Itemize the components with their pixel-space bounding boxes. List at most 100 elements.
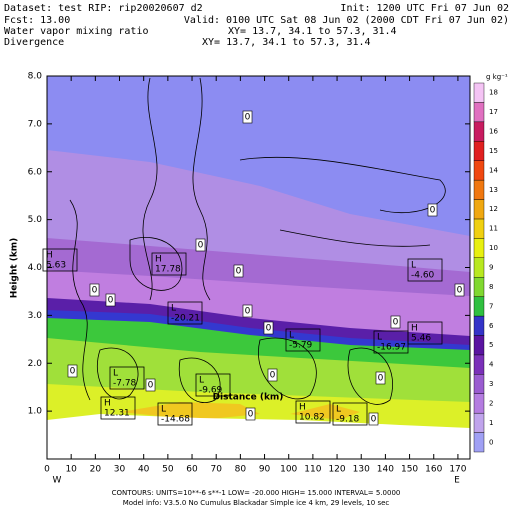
colorbar-box xyxy=(473,374,485,394)
contour-line xyxy=(279,229,431,247)
contour-line xyxy=(258,337,317,400)
colorbar-box xyxy=(473,257,485,278)
contour-line xyxy=(178,357,221,403)
extremum-box xyxy=(157,402,193,426)
contour-label-box xyxy=(263,321,274,335)
x-tick-label: 70 xyxy=(210,465,222,475)
contour-label: 0 xyxy=(393,318,399,328)
colorbar-label: 5 xyxy=(489,341,493,349)
contour-label: 0 xyxy=(371,415,377,425)
extremum-value: 12.31 xyxy=(104,409,130,419)
field-band xyxy=(290,404,360,420)
contour-lines xyxy=(69,77,446,405)
contour-label-box xyxy=(233,264,244,278)
colorbar-box xyxy=(473,160,485,181)
x-tick-label: 30 xyxy=(114,465,126,475)
extremum-box xyxy=(42,248,78,272)
colorbar-label: 3 xyxy=(489,380,493,388)
extremum-box xyxy=(109,366,145,390)
colorbar-box xyxy=(473,179,485,200)
colorbar-label: 18 xyxy=(489,89,498,97)
contour-label-box xyxy=(267,368,278,382)
contour-label: 0 xyxy=(70,367,76,377)
y-axis-label: Height (km) xyxy=(10,238,20,299)
y-tick-label: 8.0 xyxy=(28,72,43,82)
x-tick-label: 170 xyxy=(449,465,466,475)
header-xy: XY= 13.7, 34.1 to 57.3, 31.4 xyxy=(202,37,371,48)
extremum-value: -7.78 xyxy=(113,379,137,389)
extremum-value: -20.21 xyxy=(171,314,200,324)
header-fcst: Fcst: 13.00 xyxy=(4,15,70,26)
extremum-kind: H xyxy=(411,324,418,334)
contour-label: 0 xyxy=(198,241,204,251)
x-tick-label: 50 xyxy=(162,465,174,475)
x-tick-label: 20 xyxy=(90,465,102,475)
extremum-value: -14.68 xyxy=(161,415,190,425)
contour-label: 0 xyxy=(245,307,251,317)
extremum-box xyxy=(332,402,368,426)
x-tick-label: 120 xyxy=(328,465,345,475)
colorbar-box xyxy=(473,277,485,297)
contour-label: 0 xyxy=(148,381,154,391)
extremum-value: 17.78 xyxy=(155,265,181,275)
colorbar-box xyxy=(473,335,485,356)
header-xy: XY= 13.7, 34.1 to 57.3, 31.4 xyxy=(228,26,397,37)
colorbar-box xyxy=(473,238,485,258)
y-tick-label: 3.0 xyxy=(28,311,43,321)
x-tick-label: 60 xyxy=(186,465,198,475)
contour-label-box xyxy=(242,304,253,318)
colorbar-label: 6 xyxy=(489,322,494,330)
extremum-kind: L xyxy=(113,369,118,379)
extremum-kind: L xyxy=(161,405,166,415)
contour-label-box xyxy=(375,371,386,385)
colorbar-box xyxy=(473,218,485,239)
y-tick-label: 4.0 xyxy=(28,263,43,273)
x-tick-label: 140 xyxy=(377,465,394,475)
extremum-value: -9.69 xyxy=(199,386,223,396)
x-tick-label: 110 xyxy=(304,465,321,475)
colorbar-box xyxy=(473,296,485,317)
header-valid: Valid: 0100 UTC Sat 08 Jun 02 (2000 CDT … xyxy=(184,15,509,26)
colorbar-label: 4 xyxy=(489,361,494,369)
colorbar-label: 9 xyxy=(489,264,493,272)
extremum-value: 5.63 xyxy=(46,261,66,271)
colorbar-box xyxy=(473,412,485,433)
x-tick-label: 0 xyxy=(44,465,50,475)
header-field: Divergence xyxy=(4,37,64,48)
x-tick-label: 80 xyxy=(235,465,247,475)
colorbar-box xyxy=(473,199,485,220)
extremum-value: -4.60 xyxy=(411,271,435,281)
contour-label-box xyxy=(89,283,100,297)
colorbar-label: 7 xyxy=(489,302,493,310)
colorbar-box xyxy=(473,393,485,414)
x-end-label: W xyxy=(53,476,62,486)
colorbar-box xyxy=(473,102,485,123)
colorbar-label: 8 xyxy=(489,283,493,291)
extremum-kind: H xyxy=(299,403,306,413)
contour-label-box xyxy=(195,238,206,252)
contour-line xyxy=(192,77,211,301)
x-end-label: E xyxy=(454,476,460,486)
y-tick-label: 7.0 xyxy=(28,119,43,129)
contour-line xyxy=(239,156,446,214)
extremum-value: -5.79 xyxy=(289,341,313,351)
x-tick-label: 160 xyxy=(425,465,442,475)
extremum-value: 10.82 xyxy=(299,413,325,423)
colorbar-label: 15 xyxy=(489,147,498,155)
y-tick-label: 6.0 xyxy=(28,167,43,177)
filled-field xyxy=(47,76,470,459)
contour-label-box xyxy=(454,283,465,297)
contour-line xyxy=(142,77,158,301)
y-tick-label: 2.0 xyxy=(28,359,43,369)
colorbar-label: 14 xyxy=(489,166,498,174)
colorbar-box xyxy=(473,121,485,142)
x-tick-label: 90 xyxy=(259,465,271,475)
extremum-box xyxy=(195,373,231,397)
colorbar-unit: g kg⁻¹ xyxy=(486,73,508,81)
contour-label: 0 xyxy=(378,374,384,384)
footer-contours: CONTOURS: UNITS=10**-6 s**-1 LOW= -20.00… xyxy=(112,489,401,497)
footer-model: Model info: V3.5.0 No Cumulus Blackadar … xyxy=(123,499,390,507)
colorbar-label: 2 xyxy=(489,399,493,407)
contour-label: 0 xyxy=(236,267,242,277)
